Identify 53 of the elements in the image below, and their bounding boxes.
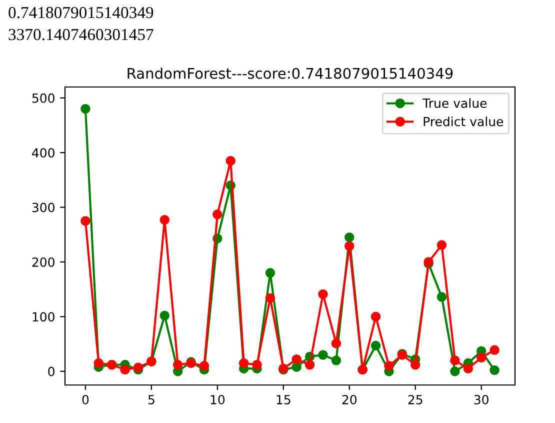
point [331, 356, 342, 366]
legend-label: Predict value [424, 116, 504, 126]
y-tick-label: 200 [32, 257, 54, 267]
legend-label: True value [422, 98, 487, 108]
point [304, 360, 315, 370]
point [318, 350, 328, 360]
point [318, 289, 328, 300]
point [238, 358, 249, 368]
point [436, 240, 447, 250]
point [292, 354, 302, 364]
point [463, 364, 474, 374]
point [450, 366, 460, 376]
y-tick-label: 400 [32, 148, 54, 158]
point [120, 364, 130, 375]
point [265, 268, 276, 278]
y-tick-label: 100 [32, 312, 54, 322]
point [160, 310, 170, 320]
y-tick-label: 500 [32, 93, 54, 103]
point [80, 104, 90, 114]
point [370, 340, 381, 350]
x-tick-label: 20 [342, 394, 357, 404]
point [476, 352, 486, 363]
chart-title: RandomForest---score:0.7418079015140349 [128, 68, 453, 79]
x-tick-label: 15 [276, 395, 290, 404]
y-tick-label: 300 [32, 202, 54, 212]
point [94, 358, 104, 368]
point [172, 360, 183, 370]
x-tick-label: 30 [474, 394, 488, 404]
point [410, 360, 420, 370]
x-tick-label: 5 [148, 395, 154, 404]
point [436, 292, 447, 302]
point [80, 216, 90, 226]
x-tick-label: 0 [82, 394, 89, 404]
point [252, 360, 262, 370]
point [344, 232, 354, 242]
point [490, 365, 500, 376]
y-tick-label: 0 [48, 366, 54, 376]
point [133, 362, 144, 372]
point [265, 293, 276, 303]
point [226, 156, 236, 166]
text: 0.7418079015140349 [8, 6, 154, 18]
point [199, 361, 210, 371]
point [160, 215, 170, 225]
point [370, 312, 381, 322]
point [384, 361, 394, 371]
x-tick-label: 10 [210, 394, 225, 404]
point [331, 338, 342, 348]
point [450, 356, 460, 366]
text: 3370.1407460301457 [8, 28, 154, 40]
point [344, 241, 354, 251]
point [490, 345, 500, 355]
x-tick-label: 25 [408, 394, 422, 404]
point [212, 210, 222, 220]
